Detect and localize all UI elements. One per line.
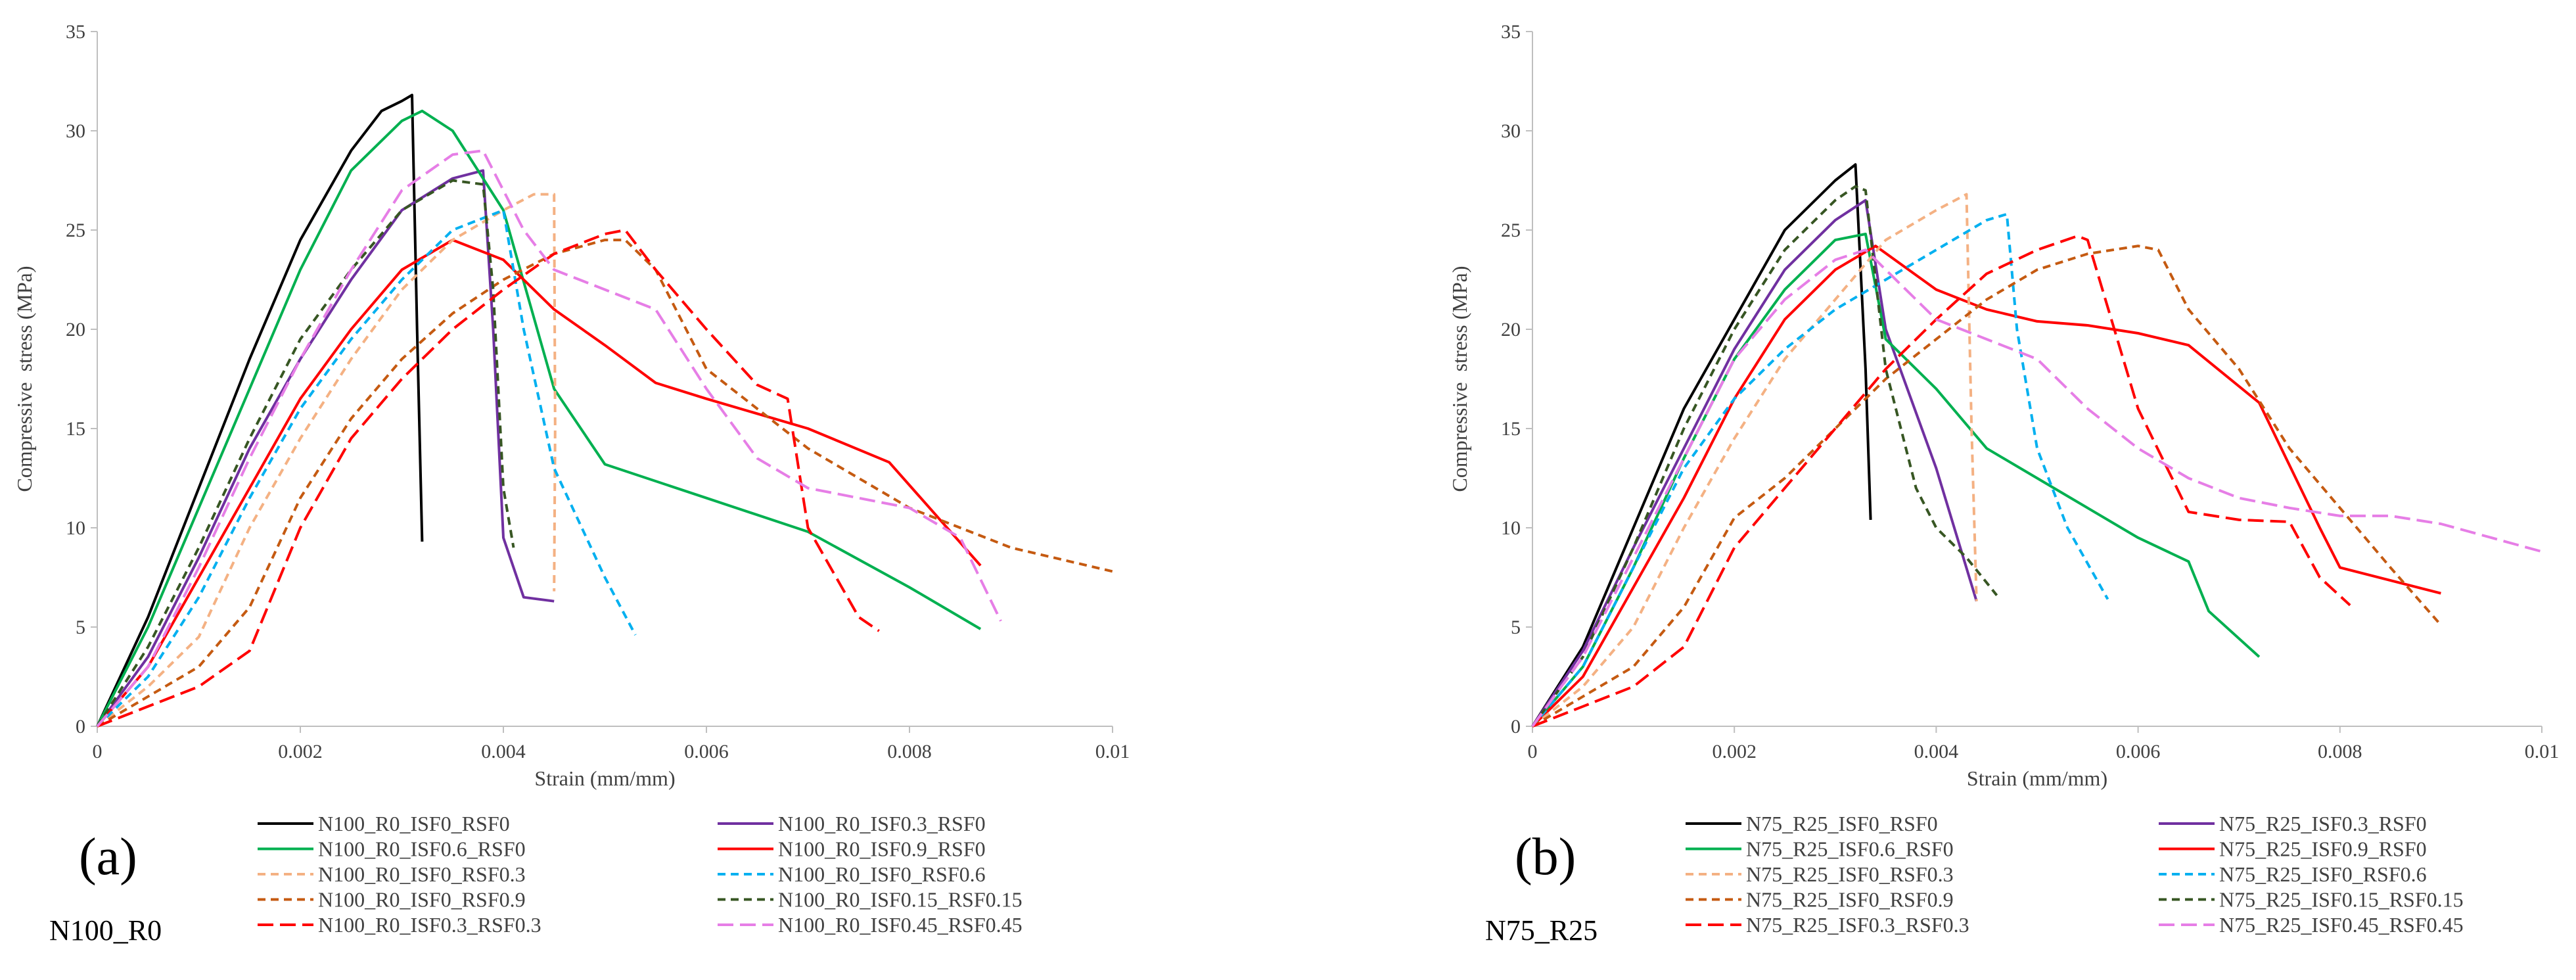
legend-label: N100_R0_ISF0.9_RSF0 bbox=[778, 837, 986, 861]
legend-label: N100_R0_ISF0.3_RSF0.3 bbox=[318, 913, 541, 937]
panel-label: (a) bbox=[79, 828, 137, 886]
series-line-N75_R25_ISF0.3_RSF0.3 bbox=[1532, 235, 2351, 728]
series-line-N100_R0_ISF0_RSF0.6 bbox=[96, 208, 637, 728]
series-line-N100_R0_ISF0.9_RSF0 bbox=[96, 239, 982, 728]
y-tick-label: 10 bbox=[66, 517, 85, 539]
panel-a: 0 5 10 15 20 25 30 35 0 0.002 0.004 0.006 0.008 0.01 S… bbox=[12, 21, 1130, 946]
series-line-N100_R0_ISF0.3_RSF0.3 bbox=[97, 229, 880, 728]
x-tick-label: 0.008 bbox=[2318, 741, 2362, 762]
legend-label: N75_R25_ISF0.6_RSF0 bbox=[1746, 837, 1954, 861]
x-tick-label: 0.01 bbox=[2525, 741, 2560, 762]
panel-label: (b) bbox=[1515, 828, 1576, 886]
y-tick-label: 0 bbox=[76, 716, 85, 737]
y-tick-label: 25 bbox=[66, 220, 85, 241]
y-tick-label: 30 bbox=[66, 120, 85, 142]
legend-label: N100_R0_ISF0.3_RSF0 bbox=[778, 812, 986, 835]
y-axis-title: Compressive stress (MPa) bbox=[1448, 266, 1471, 492]
x-axis-title: Strain (mm/mm) bbox=[534, 766, 675, 790]
series-line-N100_R0_ISF0_RSF0.3 bbox=[96, 193, 557, 728]
series-line-N100_R0_ISF0_RSF0 bbox=[96, 93, 424, 727]
legend-label: N75_R25_ISF0_RSF0 bbox=[1746, 812, 1938, 835]
y-tick-label: 20 bbox=[66, 319, 85, 340]
x-tick-label: 0.006 bbox=[2116, 741, 2161, 762]
y-tick-label: 35 bbox=[1501, 21, 1521, 43]
y-tick-label: 30 bbox=[1501, 120, 1521, 142]
x-tick-label: 0 bbox=[1528, 741, 1538, 762]
x-tick-label: 0 bbox=[93, 741, 103, 762]
series-line-N75_R25_ISF0.9_RSF0 bbox=[1531, 245, 2441, 728]
x-tick-label: 0.002 bbox=[1712, 741, 1757, 762]
series-line-N75_R25_ISF0_RSF0.9 bbox=[1531, 245, 2442, 728]
legend-label: N75_R25_ISF0_RSF0.6 bbox=[2219, 862, 2427, 886]
legend-label: N100_R0_ISF0_RSF0.9 bbox=[318, 888, 526, 912]
series-line-N75_R25_ISF0_RSF0.6 bbox=[1531, 212, 2109, 728]
x-tick-label: 0.006 bbox=[684, 741, 729, 762]
y-tick-label: 35 bbox=[66, 21, 85, 43]
legend-label: N75_R25_ISF0.9_RSF0 bbox=[2219, 837, 2427, 861]
y-tick-label: 5 bbox=[1511, 617, 1521, 638]
group-label: N100_R0 bbox=[49, 914, 162, 946]
series-line-N75_R25_ISF0.3_RSF0 bbox=[1531, 198, 1978, 728]
legend-label: N100_R0_ISF0.15_RSF0.15 bbox=[778, 888, 1023, 912]
x-tick-label: 0.004 bbox=[1914, 741, 1959, 762]
y-tick-label: 5 bbox=[76, 617, 85, 638]
legend-label: N75_R25_ISF0.3_RSF0.3 bbox=[1746, 913, 1969, 937]
legend-label: N75_R25_ISF0_RSF0.3 bbox=[1746, 862, 1954, 886]
x-tick-label: 0.01 bbox=[1095, 741, 1130, 762]
legend-label: N100_R0_ISF0_RSF0 bbox=[318, 812, 510, 835]
legend-label: N100_R0_ISF0_RSF0.6 bbox=[778, 862, 986, 886]
y-tick-label: 20 bbox=[1501, 319, 1521, 340]
y-axis-title: Compressive stress (MPa) bbox=[12, 266, 36, 492]
legend-label: N75_R25_ISF0.45_RSF0.45 bbox=[2219, 913, 2464, 937]
legend-label: N75_R25_ISF0.15_RSF0.15 bbox=[2219, 888, 2464, 912]
y-tick-label: 10 bbox=[1501, 517, 1521, 539]
legend-label: N100_R0_ISF0.6_RSF0 bbox=[318, 837, 526, 861]
series-line-N100_R0_ISF0.3_RSF0 bbox=[96, 169, 555, 728]
y-tick-label: 15 bbox=[1501, 418, 1521, 440]
series-line-N100_R0_ISF0.45_RSF0.45 bbox=[96, 149, 1002, 728]
series-line-N100_R0_ISF0.6_RSF0 bbox=[96, 109, 982, 727]
series-line-N100_R0_ISF0.15_RSF0.15 bbox=[96, 179, 515, 728]
series-line-N75_R25_ISF0.15_RSF0.15 bbox=[1531, 185, 1998, 728]
x-tick-label: 0.002 bbox=[278, 741, 323, 762]
panel-b: 0 5 10 15 20 25 30 35 0 0.002 0.004 0.006 0.008 0.01 S… bbox=[1448, 21, 2559, 946]
y-tick-label: 15 bbox=[66, 418, 85, 440]
legend-label: N75_R25_ISF0_RSF0.9 bbox=[1746, 888, 1954, 912]
legend-label: N75_R25_ISF0.3_RSF0 bbox=[2219, 812, 2427, 835]
series-line-N75_R25_ISF0.45_RSF0.45 bbox=[1531, 248, 2542, 728]
series-line-N75_R25_ISF0.6_RSF0 bbox=[1531, 233, 2261, 728]
y-tick-label: 0 bbox=[1511, 716, 1521, 737]
legend-label: N100_R0_ISF0_RSF0.3 bbox=[318, 862, 526, 886]
series-line-N100_R0_ISF0_RSF0.9 bbox=[96, 239, 1113, 728]
series-line-N75_R25_ISF0_RSF0 bbox=[1531, 163, 1872, 728]
x-tick-label: 0.004 bbox=[481, 741, 526, 762]
group-label: N75_R25 bbox=[1485, 914, 1598, 946]
x-axis-title: Strain (mm/mm) bbox=[1967, 766, 2107, 790]
x-tick-label: 0.008 bbox=[887, 741, 932, 762]
legend-label: N100_R0_ISF0.45_RSF0.45 bbox=[778, 913, 1023, 937]
y-tick-label: 25 bbox=[1501, 220, 1521, 241]
